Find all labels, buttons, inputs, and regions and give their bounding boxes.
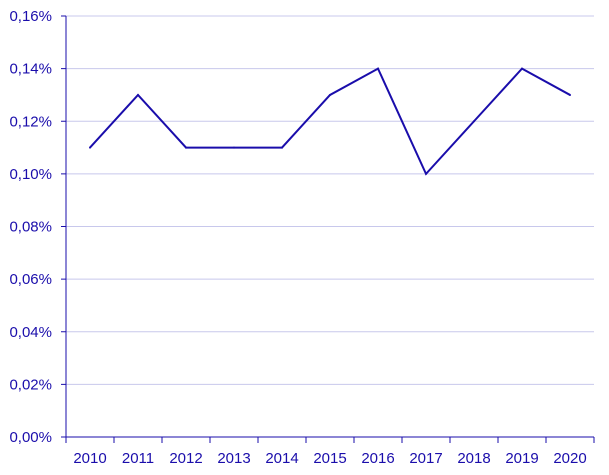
x-tick-label: 2016: [361, 450, 394, 467]
data-point: [569, 93, 571, 96]
x-tick-label: 2018: [457, 450, 490, 467]
y-tick-label: 0,16%: [9, 8, 52, 25]
data-point: [137, 93, 139, 96]
x-tick-label: 2010: [73, 450, 106, 467]
x-tick-label: 2014: [265, 450, 298, 467]
x-tick-label: 2011: [122, 450, 154, 467]
x-tick-label: 2020: [553, 450, 586, 467]
data-point: [89, 146, 91, 149]
y-tick-label: 0,06%: [9, 271, 52, 288]
data-point: [329, 93, 331, 96]
data-point: [521, 67, 523, 70]
x-tick-label: 2012: [169, 450, 202, 467]
y-tick-label: 0,04%: [9, 324, 52, 341]
y-tick-label: 0,10%: [9, 166, 52, 183]
y-axis-tick-labels: 0,00% 0,02% 0,04% 0,06% 0,08% 0,10% 0,12% 0,14%…: [9, 8, 52, 446]
data-series: [89, 67, 571, 176]
x-tick-label: 2017: [409, 450, 442, 467]
x-tick-label: 2015: [313, 450, 346, 467]
y-tick-label: 0,00%: [9, 429, 52, 446]
axes: [61, 15, 595, 443]
data-point: [377, 67, 379, 70]
y-tick-label: 0,02%: [9, 376, 52, 393]
x-axis-tick-labels: 2010 2011 2012 2013 2014 2015 2016 2017 2018 2019…: [73, 450, 586, 467]
y-tick-label: 0,08%: [9, 219, 52, 236]
y-tick-label: 0,14%: [9, 61, 52, 78]
data-point: [233, 146, 235, 149]
x-tick-label: 2019: [505, 450, 538, 467]
y-tick-label: 0,12%: [9, 113, 52, 130]
data-point: [473, 120, 475, 123]
gridlines: [66, 15, 594, 385]
data-point: [281, 146, 283, 149]
data-point: [425, 172, 427, 175]
data-point: [185, 146, 187, 149]
x-tick-label: 2013: [217, 450, 250, 467]
